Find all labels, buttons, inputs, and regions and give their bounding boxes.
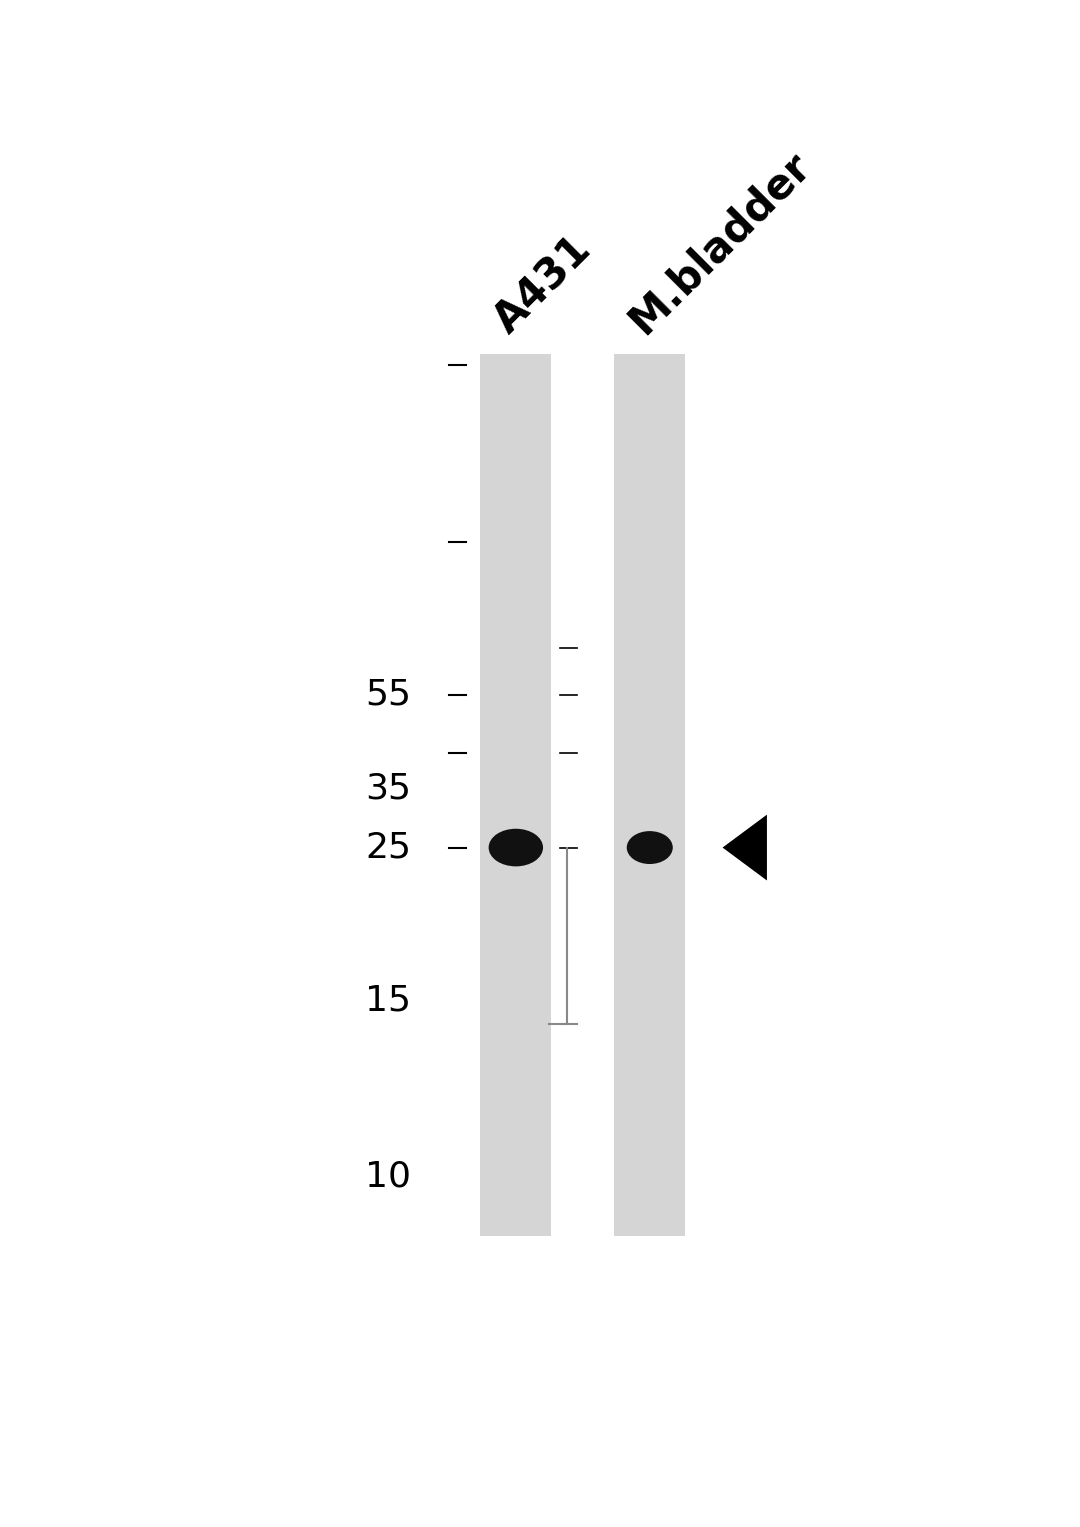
- Ellipse shape: [626, 831, 673, 864]
- Text: M.bladder: M.bladder: [620, 144, 818, 342]
- Bar: [615, 354, 686, 1235]
- Text: 15: 15: [365, 983, 411, 1017]
- Text: 55: 55: [365, 678, 411, 712]
- Ellipse shape: [488, 829, 543, 866]
- Polygon shape: [723, 814, 767, 881]
- Bar: [481, 354, 552, 1235]
- Text: A431: A431: [486, 228, 600, 342]
- Text: 25: 25: [365, 831, 411, 864]
- Text: 35: 35: [365, 771, 411, 806]
- Text: 10: 10: [365, 1161, 411, 1194]
